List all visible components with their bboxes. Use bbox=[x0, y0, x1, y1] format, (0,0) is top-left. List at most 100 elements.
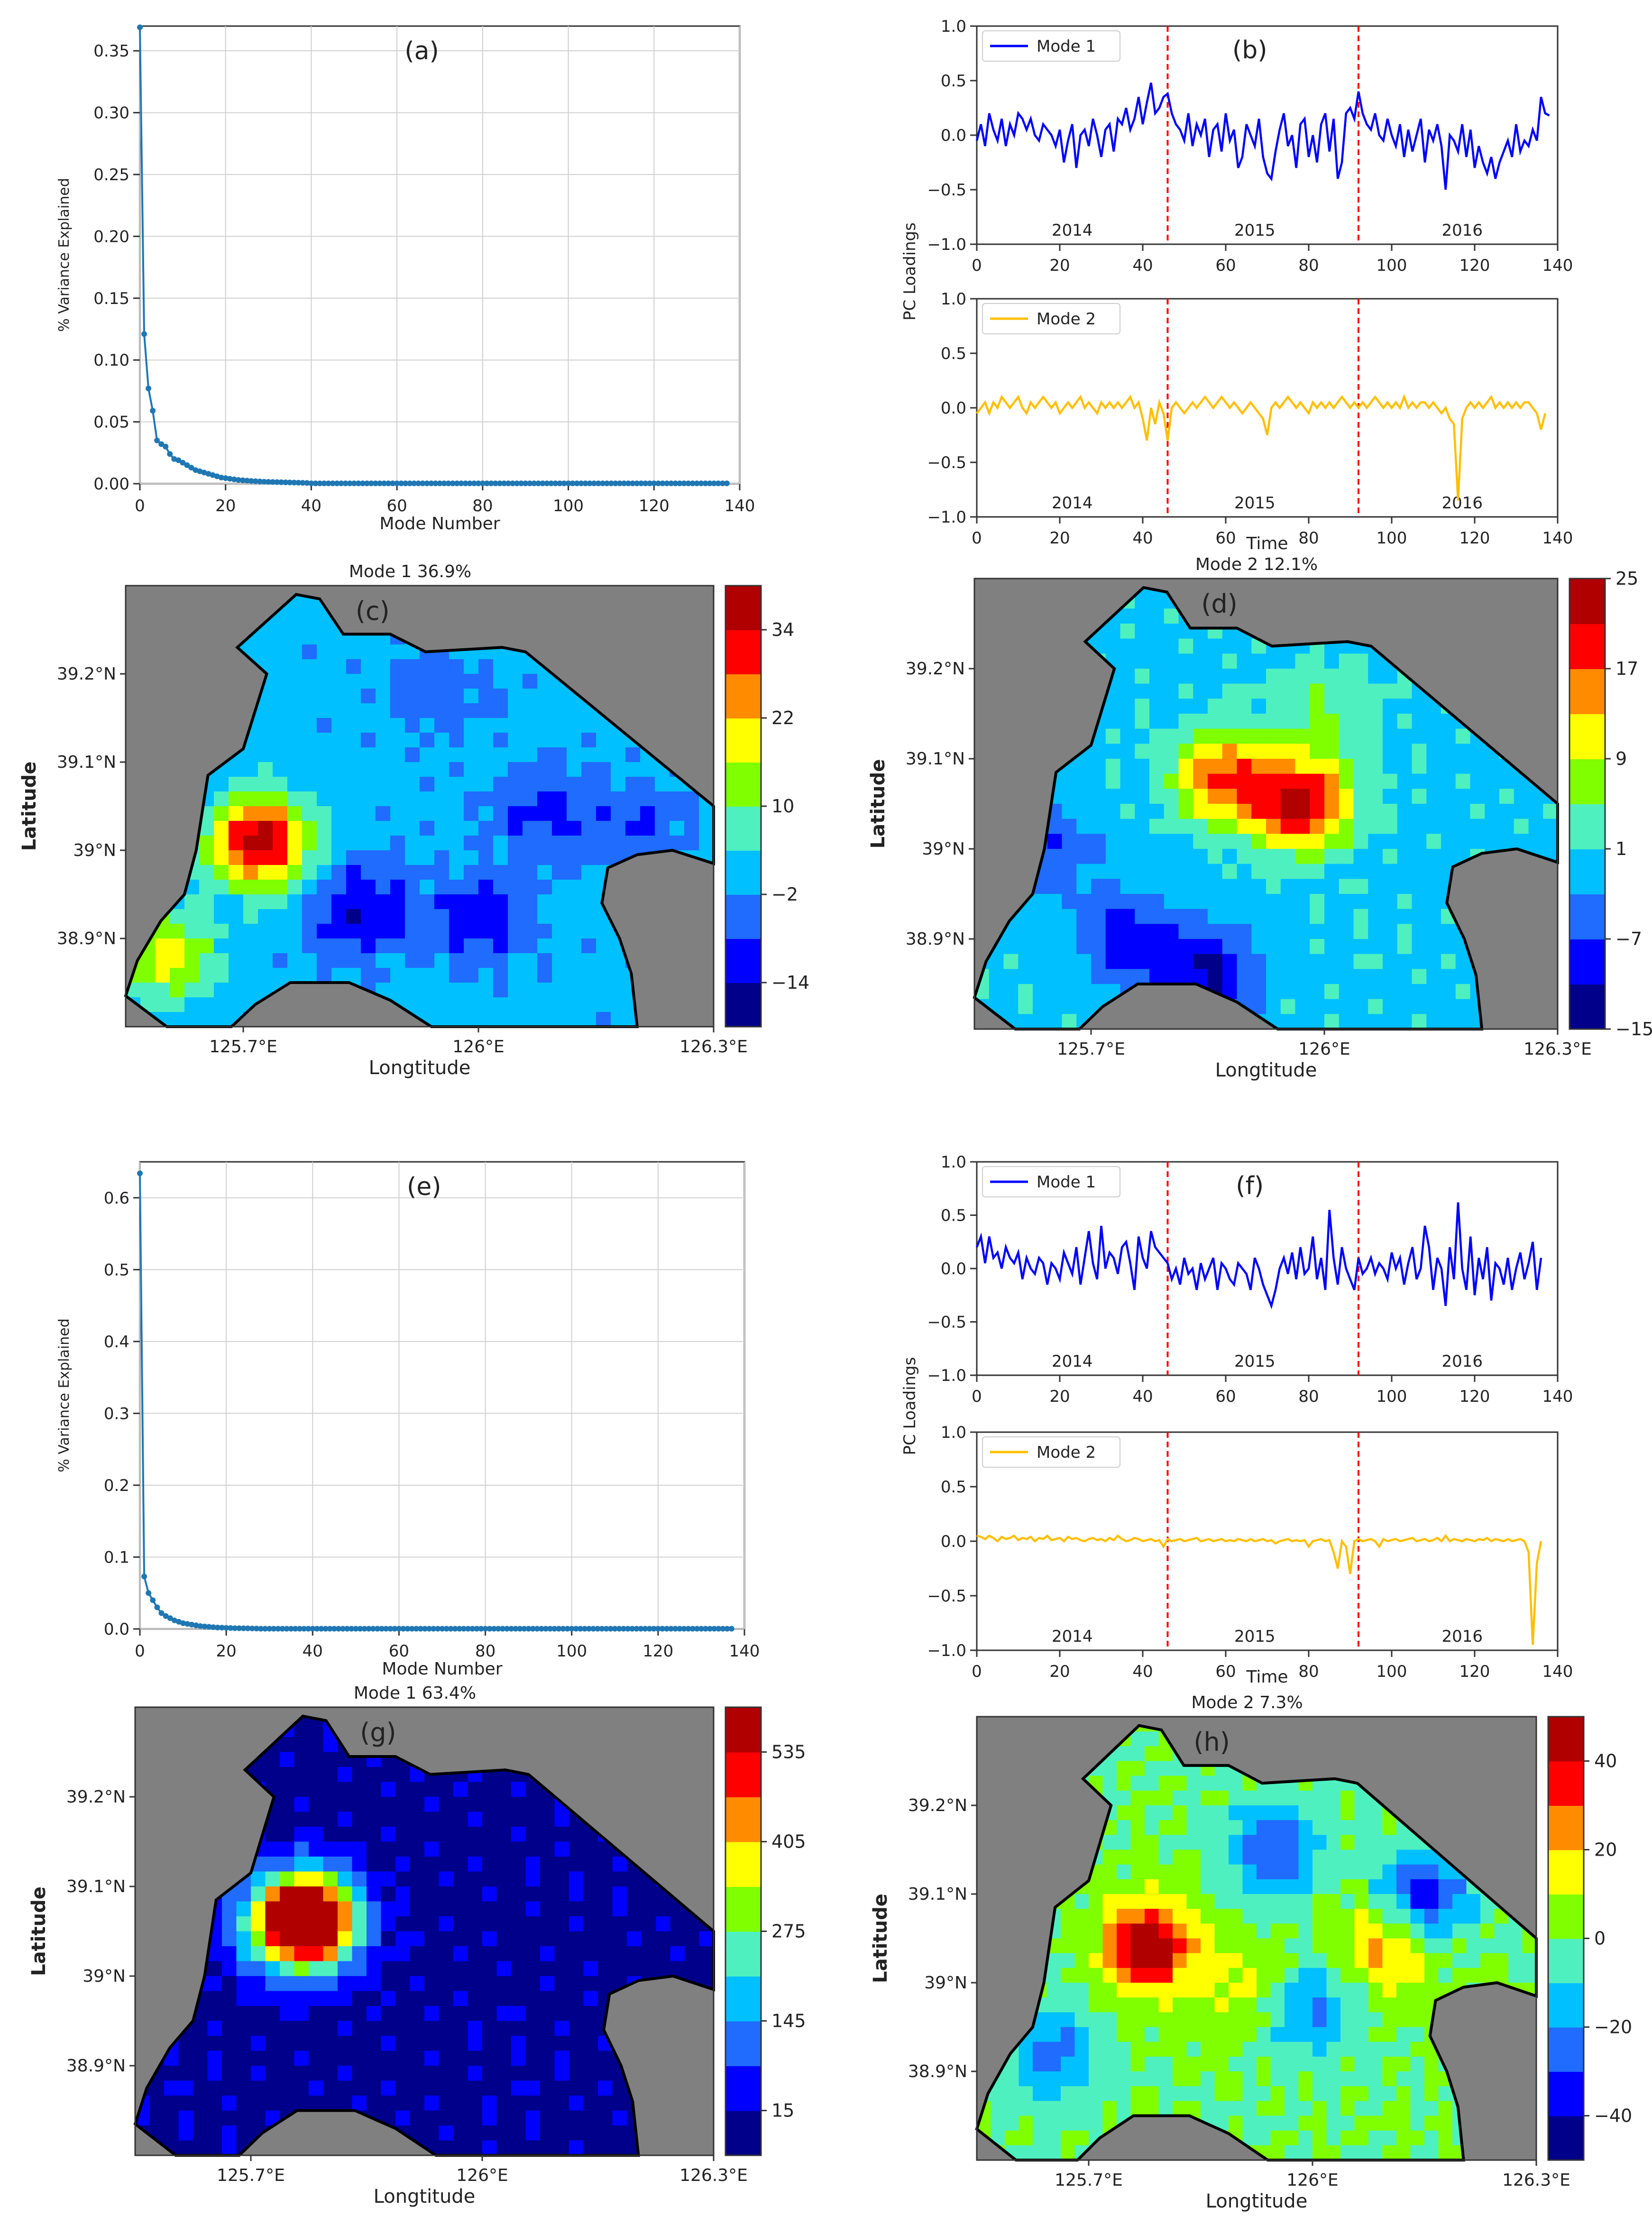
contour-cell bbox=[1173, 1864, 1187, 1880]
colorbar-segment bbox=[1569, 939, 1605, 984]
contour-cell bbox=[302, 600, 317, 616]
x-tick-label: 125.7°E bbox=[217, 2166, 285, 2185]
contour-cell bbox=[598, 2096, 613, 2111]
contour-cell bbox=[1441, 834, 1456, 849]
contour-cell bbox=[540, 1931, 555, 1947]
contour-cell bbox=[376, 644, 391, 660]
contour-cell bbox=[627, 1871, 642, 1887]
contour-cell bbox=[1354, 1820, 1369, 1836]
contour-cell bbox=[338, 2006, 353, 2022]
contour-cell bbox=[367, 2096, 382, 2111]
contour-cell bbox=[1280, 728, 1296, 745]
scree-point bbox=[508, 1626, 514, 1632]
x-tick-label: 140 bbox=[1542, 1662, 1573, 1681]
contour-cell bbox=[1242, 1849, 1257, 1865]
contour-cell bbox=[567, 791, 582, 807]
y-tick-label: 0.35 bbox=[93, 42, 129, 61]
contour-cell bbox=[410, 2036, 425, 2051]
scree-point bbox=[491, 1626, 497, 1632]
scree-point bbox=[300, 480, 306, 486]
contour-cell bbox=[508, 762, 523, 777]
contour-cell bbox=[464, 718, 479, 733]
scree-point bbox=[330, 480, 336, 487]
contour-cell bbox=[627, 1916, 642, 1932]
scree-point bbox=[271, 1626, 277, 1632]
contour-cell bbox=[1295, 894, 1311, 910]
y-tick-label: 1.0 bbox=[941, 1153, 966, 1172]
contour-cell bbox=[1508, 1938, 1523, 1954]
contour-cell bbox=[482, 1812, 497, 1827]
colorbar-segment bbox=[725, 2021, 761, 2066]
contour-cell bbox=[410, 1961, 425, 1977]
contour-cell bbox=[1237, 939, 1252, 955]
contour-cell bbox=[1312, 1879, 1327, 1895]
contour-cell bbox=[1214, 1835, 1229, 1850]
contour-cell bbox=[508, 777, 523, 792]
contour-cell bbox=[567, 880, 582, 895]
contour-cell bbox=[381, 2036, 396, 2051]
contour-cell bbox=[361, 733, 376, 748]
y-tick-label: 39.2°N bbox=[66, 1787, 126, 1807]
contour-cell bbox=[1426, 773, 1441, 790]
contour-cell bbox=[352, 2021, 367, 2036]
contour-cell bbox=[1280, 653, 1296, 669]
contour-cell bbox=[346, 836, 361, 851]
contour-cell bbox=[1339, 879, 1354, 894]
contour-cell bbox=[468, 1931, 483, 1947]
contour-cell bbox=[410, 1827, 425, 1842]
contour-cell bbox=[478, 909, 494, 924]
contour-cell bbox=[552, 968, 567, 983]
contour-cell bbox=[1257, 1835, 1271, 1850]
scree-point bbox=[325, 480, 331, 487]
scree-point bbox=[338, 480, 344, 487]
contour-cell bbox=[1091, 804, 1106, 819]
contour-cell bbox=[317, 644, 332, 660]
contour-cell bbox=[508, 997, 523, 1012]
contour-cell bbox=[323, 1767, 338, 1783]
y-tick-label: 38.9°N bbox=[57, 929, 116, 948]
contour-cell bbox=[1251, 773, 1267, 790]
contour-cell bbox=[309, 2051, 324, 2066]
contour-cell bbox=[523, 997, 538, 1012]
contour-cell bbox=[309, 2021, 324, 2036]
contour-cell bbox=[581, 1012, 597, 1027]
contour-cell bbox=[1251, 939, 1267, 955]
contour-cell bbox=[1298, 1790, 1313, 1806]
contour-cell bbox=[273, 674, 288, 689]
contour-cell bbox=[229, 938, 244, 954]
contour-cell bbox=[1270, 1790, 1285, 1806]
contour-cell bbox=[410, 1901, 425, 1917]
contour-cell bbox=[1237, 984, 1252, 1000]
contour-cell bbox=[1117, 1835, 1131, 1850]
contour-cell bbox=[338, 1812, 353, 1827]
contour-cell bbox=[537, 806, 552, 821]
colorbar-tick-label: 25 bbox=[1615, 568, 1638, 589]
contour-cell bbox=[525, 2036, 541, 2051]
contour-cell bbox=[390, 894, 405, 910]
contour-cell bbox=[395, 1812, 411, 1827]
contour-cell bbox=[1091, 984, 1106, 1000]
scree-point bbox=[478, 1626, 484, 1632]
contour-cell bbox=[537, 850, 552, 865]
contour-cell bbox=[309, 1871, 324, 1887]
contour-cell bbox=[280, 1857, 295, 1872]
contour-cell bbox=[395, 1976, 411, 1992]
contour-cell bbox=[367, 1961, 382, 1977]
contour-cell bbox=[525, 2125, 541, 2141]
contour-cell bbox=[1412, 759, 1427, 774]
contour-cell bbox=[155, 983, 170, 998]
contour-cell bbox=[1186, 1894, 1201, 1910]
contour-cell bbox=[1285, 1953, 1299, 1968]
contour-cell bbox=[1208, 969, 1223, 984]
contour-cell bbox=[1222, 849, 1238, 865]
scree-point bbox=[617, 480, 623, 487]
contour-cell bbox=[496, 1931, 512, 1947]
contour-cell bbox=[1441, 819, 1456, 835]
contour-cell bbox=[1257, 1805, 1271, 1821]
contour-cell bbox=[331, 938, 347, 954]
contour-cell bbox=[439, 2125, 454, 2141]
contour-cell bbox=[214, 791, 229, 807]
contour-cell bbox=[1201, 1953, 1215, 1968]
contour-cell bbox=[569, 2021, 584, 2036]
contour-cell bbox=[1426, 999, 1441, 1015]
